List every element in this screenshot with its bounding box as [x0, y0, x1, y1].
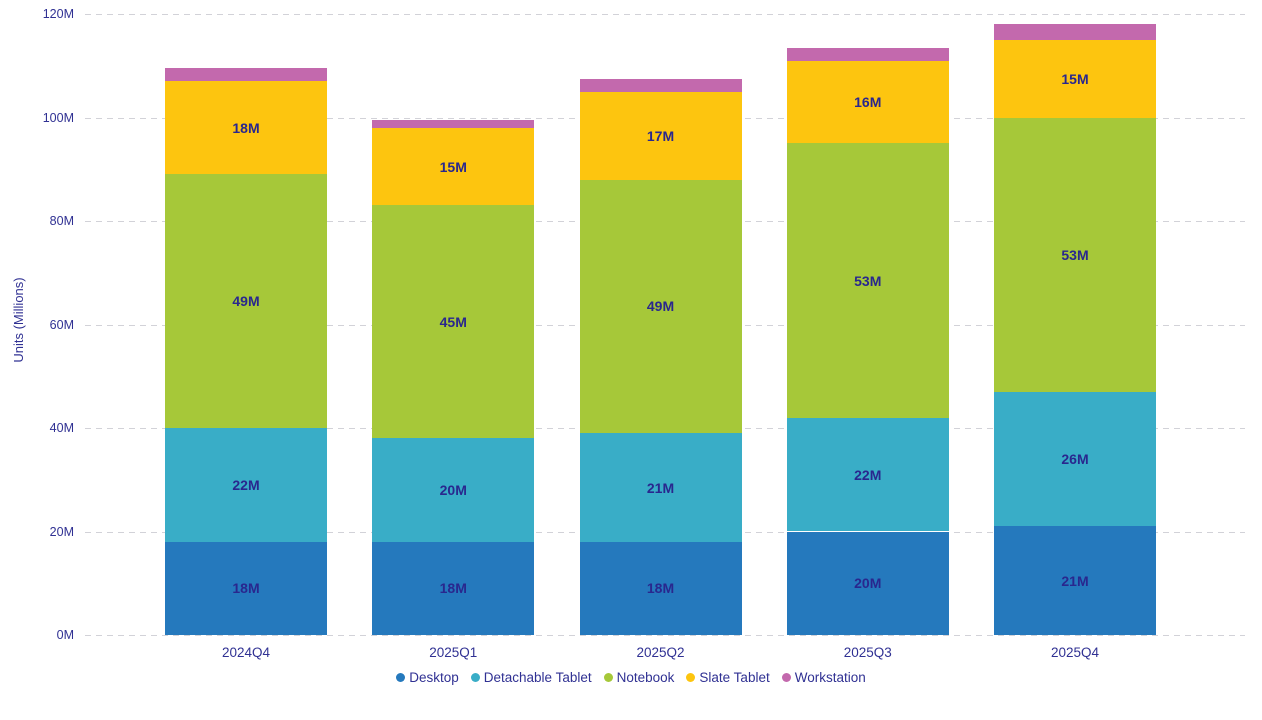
- y-tick-label-120M: 120M: [42, 7, 74, 21]
- legend-dot-icon: [781, 673, 791, 682]
- legend-label: Slate Tablet: [699, 670, 770, 685]
- bar-segment-workstation-2024q4[interactable]: [165, 68, 327, 82]
- legend-dot-icon: [470, 673, 480, 682]
- bar-segment-slate-tablet-2025q2[interactable]: 17M: [579, 91, 742, 180]
- y-tick-label-60M: 60M: [49, 317, 74, 332]
- legend-dot-icon: [686, 673, 696, 682]
- bar-value-label: 21M: [646, 479, 675, 496]
- legend-label: Workstation: [794, 670, 866, 685]
- bar-segment-slate-tablet-2025q4[interactable]: 15M: [994, 39, 1156, 118]
- bar-value-label: 17M: [646, 127, 675, 144]
- bar-segment-detachable-tablet-2024q4[interactable]: 22M: [165, 428, 327, 542]
- y-tick-label-40M: 40M: [49, 421, 74, 435]
- legend-item-slate-tablet[interactable]: Slate Tablet: [686, 670, 770, 685]
- bar-segment-workstation-2025q1[interactable]: [372, 120, 535, 128]
- bar-segment-detachable-tablet-2025q3[interactable]: 22M: [786, 417, 949, 532]
- bar-segment-notebook-2025q3[interactable]: 53M: [786, 143, 949, 418]
- bar-segment-notebook-2024q4[interactable]: 49M: [165, 174, 327, 428]
- y-tick-label-20M: 20M: [49, 524, 74, 539]
- bar-segment-desktop-2025q2[interactable]: 18M: [579, 541, 742, 635]
- bar-value-label: 18M: [232, 119, 260, 136]
- bar-value-label: 53M: [1061, 246, 1089, 263]
- bar-value-label: 49M: [646, 298, 675, 315]
- legend-label: Detachable Tablet: [483, 670, 592, 685]
- bar-value-label: 18M: [439, 580, 467, 597]
- bar-value-label: 22M: [854, 466, 882, 483]
- bar-value-label: 20M: [854, 575, 882, 592]
- x-axis-label-2024q4: 2024Q4: [221, 645, 271, 660]
- gridline-0M: [85, 635, 1245, 636]
- bar-value-label: 18M: [232, 580, 260, 597]
- y-tick-label-100M: 100M: [42, 110, 74, 125]
- bar-segment-notebook-2025q2[interactable]: 49M: [579, 179, 742, 434]
- bar-value-label: 45M: [439, 313, 467, 330]
- x-axis-label-2025q2: 2025Q2: [636, 645, 685, 660]
- bar-segment-notebook-2025q4[interactable]: 53M: [994, 117, 1156, 392]
- legend-dot-icon: [396, 673, 406, 682]
- bar-segment-workstation-2025q3[interactable]: [786, 47, 949, 61]
- legend-item-detachable-tablet[interactable]: Detachable Tablet: [470, 670, 592, 685]
- y-tick-label-80M: 80M: [49, 214, 74, 228]
- x-axis-label-2025q3: 2025Q3: [843, 645, 892, 660]
- y-tick-label-0M: 0M: [56, 628, 74, 642]
- bar-segment-desktop-2025q1[interactable]: 18M: [372, 541, 535, 635]
- x-axis-label-2025q1: 2025Q1: [429, 645, 478, 660]
- bar-value-label: 26M: [1061, 451, 1089, 468]
- legend-dot-icon: [603, 673, 613, 682]
- bar-value-label: 18M: [646, 580, 675, 597]
- bar-value-label: 22M: [232, 476, 260, 493]
- legend-item-desktop[interactable]: Desktop: [396, 670, 459, 685]
- bar-segment-detachable-tablet-2025q1[interactable]: 20M: [372, 438, 535, 542]
- bar-segment-desktop-2025q4[interactable]: 21M: [994, 526, 1156, 635]
- bar-segment-workstation-2025q4[interactable]: [994, 24, 1156, 40]
- bar-segment-detachable-tablet-2025q2[interactable]: 21M: [579, 433, 742, 542]
- bar-value-label: 21M: [1061, 572, 1089, 589]
- legend-item-notebook[interactable]: Notebook: [603, 670, 675, 685]
- bar-segment-slate-tablet-2025q3[interactable]: 16M: [786, 60, 949, 144]
- bar-segment-desktop-2024q4[interactable]: 18M: [165, 541, 327, 635]
- bar-segment-slate-tablet-2024q4[interactable]: 18M: [165, 81, 327, 175]
- legend-label: Desktop: [409, 670, 459, 685]
- bar-segment-workstation-2025q2[interactable]: [579, 78, 742, 92]
- bar-value-label: 49M: [232, 293, 260, 310]
- gridline-120M: [85, 14, 1245, 15]
- bar-value-label: 16M: [854, 93, 882, 110]
- bar-value-label: 15M: [1061, 70, 1089, 87]
- bar-segment-detachable-tablet-2025q4[interactable]: 26M: [994, 391, 1156, 527]
- bar-segment-notebook-2025q1[interactable]: 45M: [372, 205, 535, 439]
- bar-segment-desktop-2025q3[interactable]: 20M: [786, 531, 949, 635]
- bar-segment-slate-tablet-2025q1[interactable]: 15M: [372, 127, 535, 206]
- x-axis-label-2025q4: 2025Q4: [1050, 645, 1100, 660]
- bar-value-label: 20M: [439, 482, 467, 499]
- legend-label: Notebook: [616, 670, 675, 685]
- legend-item-workstation[interactable]: Workstation: [781, 670, 866, 685]
- bar-value-label: 53M: [854, 272, 882, 289]
- bar-value-label: 15M: [439, 158, 467, 175]
- legend: Desktop Detachable Tablet Notebook Slate Ta…: [0, 670, 1262, 685]
